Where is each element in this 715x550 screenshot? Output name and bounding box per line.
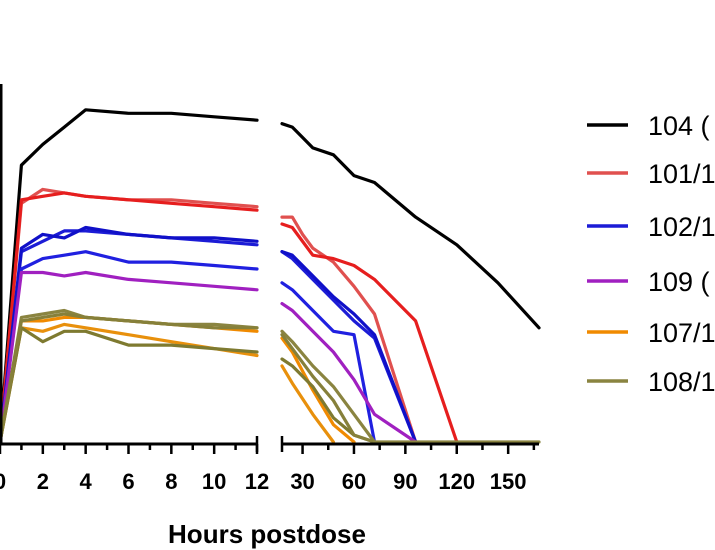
- legend-entry-label: 109 (: [648, 267, 710, 297]
- series-layer: [0, 108, 541, 444]
- series-line-12-segment-2: [280, 333, 377, 444]
- legend-entry-label: 102/1: [648, 212, 715, 242]
- series-line-5-segment-1: [0, 225, 259, 444]
- x-tick-label: 60: [342, 469, 366, 494]
- axis-layer: 0 2 4 6 8 10 12 30 60 90 120 150: [0, 84, 539, 494]
- legend-entry-label: 108/1: [648, 367, 715, 397]
- series-line-11-segment-1: [0, 326, 259, 444]
- legend-entry-label: 101/1: [648, 159, 715, 189]
- x-tick-label: 6: [122, 469, 134, 494]
- series-line-9-segment-2: [280, 364, 335, 444]
- series-line-6-segment-1: [0, 250, 259, 444]
- x-axis-label: Hours postdose: [168, 519, 366, 549]
- x-tick-label: 30: [290, 469, 314, 494]
- series-line-5-segment-2: [280, 250, 418, 444]
- series-line-8-segment-2: [280, 336, 356, 444]
- x-tick-label: 0: [0, 469, 6, 494]
- series-line-12-segment-1: [0, 312, 259, 444]
- series-line-3-segment-1: [0, 191, 259, 444]
- series-line-3-segment-2: [280, 222, 459, 444]
- legend-entry-label: 104 (: [648, 111, 710, 141]
- series-line-10-segment-2: [280, 329, 377, 444]
- x-tick-label: 12: [245, 469, 269, 494]
- series-line-7-segment-2: [280, 302, 418, 444]
- x-tick-label: 4: [80, 469, 93, 494]
- series-line-1-segment-1: [0, 108, 259, 444]
- x-tick-label: 120: [438, 469, 475, 494]
- series-line-1-segment-2: [280, 122, 541, 330]
- series-line-9-segment-1: [0, 322, 259, 444]
- x-tick-label: 8: [165, 469, 177, 494]
- x-tick-label: 150: [490, 469, 527, 494]
- series-line-6-segment-2: [280, 281, 377, 444]
- x-tick-label: 10: [202, 469, 226, 494]
- series-line-2-segment-2: [280, 215, 418, 444]
- legend-entry-label: 107/1: [648, 318, 715, 348]
- legend: 104 ( 101/1 102/1 109 ( 107/1 108/1: [587, 111, 715, 397]
- series-line-4-segment-1: [0, 229, 259, 444]
- x-tick-label: 2: [37, 469, 49, 494]
- x-tick-label: 90: [393, 469, 417, 494]
- series-line-7-segment-1: [0, 270, 259, 444]
